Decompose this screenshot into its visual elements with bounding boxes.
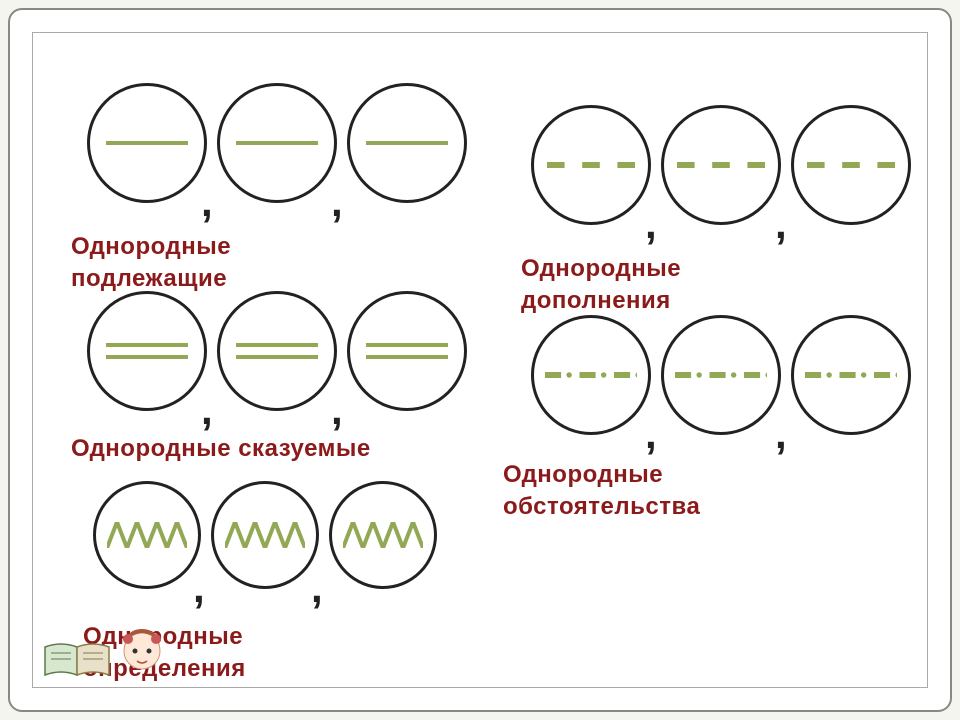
adverbials-circle bbox=[661, 315, 781, 435]
attributes-comma: , bbox=[193, 567, 205, 609]
underline-dashed bbox=[677, 162, 765, 168]
attributes-circle bbox=[211, 481, 319, 589]
underline-double bbox=[106, 343, 188, 359]
underline-wavy bbox=[107, 522, 187, 548]
objects-comma: , bbox=[775, 203, 787, 245]
adverbials-label: Однородные обстоятельства bbox=[503, 459, 853, 524]
underline-dashdot bbox=[545, 372, 637, 378]
underline-single bbox=[236, 141, 318, 145]
underline-dashed bbox=[807, 162, 895, 168]
character-icon bbox=[115, 621, 169, 675]
subjects-comma: , bbox=[201, 181, 213, 223]
predicates-circle bbox=[217, 291, 337, 411]
adverbials-comma: , bbox=[645, 413, 657, 455]
adverbials-circle bbox=[791, 315, 911, 435]
underline-wavy bbox=[343, 522, 423, 548]
objects-label: Однородные дополнения bbox=[521, 253, 821, 318]
underline-double bbox=[366, 343, 448, 359]
predicates-comma: , bbox=[331, 389, 343, 431]
predicates-label: Однородные сказуемые bbox=[71, 433, 431, 465]
adverbials-comma: , bbox=[775, 413, 787, 455]
objects-circle bbox=[531, 105, 651, 225]
slide-outer-frame: ,,Однородные подлежащие,,Однородные сказ… bbox=[8, 8, 952, 712]
underline-dashed bbox=[547, 162, 635, 168]
objects-circle bbox=[791, 105, 911, 225]
subjects-label: Однородные подлежащие bbox=[71, 231, 351, 296]
objects-comma: , bbox=[645, 203, 657, 245]
subjects-circle bbox=[217, 83, 337, 203]
underline-double bbox=[236, 343, 318, 359]
subjects-circle bbox=[87, 83, 207, 203]
underline-single bbox=[366, 141, 448, 145]
book-icon bbox=[43, 639, 113, 683]
predicates-circle bbox=[87, 291, 207, 411]
underline-dashdot bbox=[805, 372, 897, 378]
slide-content: ,,Однородные подлежащие,,Однородные сказ… bbox=[33, 33, 927, 687]
subjects-circle bbox=[347, 83, 467, 203]
adverbials-circle bbox=[531, 315, 651, 435]
underline-dashdot bbox=[675, 372, 767, 378]
attributes-circle bbox=[329, 481, 437, 589]
objects-circle bbox=[661, 105, 781, 225]
predicates-circle bbox=[347, 291, 467, 411]
underline-wavy bbox=[225, 522, 305, 548]
decorative-corner bbox=[43, 607, 203, 687]
underline-single bbox=[106, 141, 188, 145]
subjects-comma: , bbox=[331, 181, 343, 223]
attributes-circle bbox=[93, 481, 201, 589]
slide-inner-frame: ,,Однородные подлежащие,,Однородные сказ… bbox=[32, 32, 928, 688]
attributes-comma: , bbox=[311, 567, 323, 609]
predicates-comma: , bbox=[201, 389, 213, 431]
